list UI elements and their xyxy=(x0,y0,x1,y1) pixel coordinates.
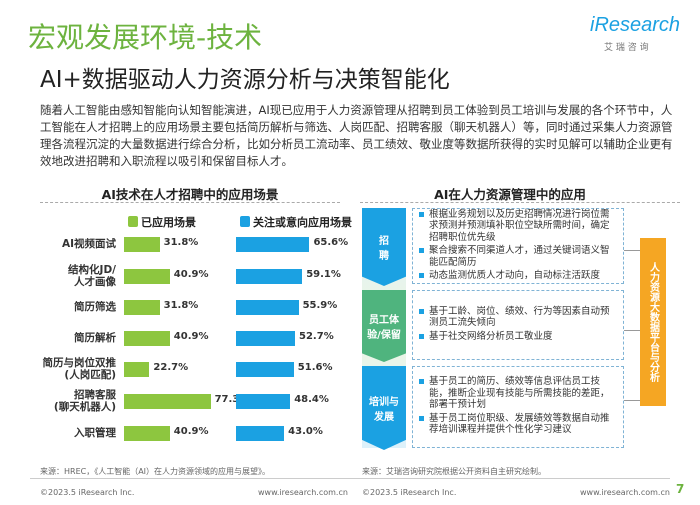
stage: 培训与 发展 xyxy=(362,366,406,450)
divider xyxy=(40,202,340,203)
value-label: 59.1% xyxy=(306,269,341,280)
value-label: 40.9% xyxy=(173,331,209,342)
connector xyxy=(624,330,640,331)
stage-item: 根据业务规划以及历史招聘情况进行岗位需求预测并预测填补职位空缺所需时间，确定招聘… xyxy=(419,209,617,244)
logo-sub: 艾 瑞 咨 询 xyxy=(604,43,649,53)
bar xyxy=(236,361,294,377)
url: www.iresearch.com.cn xyxy=(258,488,348,497)
value-label: 77.3% xyxy=(214,394,250,405)
platform-box: 人力资源大数据平台与分析 xyxy=(640,238,666,406)
stage: 员工体 验/保留 xyxy=(362,290,406,362)
bar xyxy=(236,236,310,252)
bar xyxy=(236,299,299,315)
value-label: 65.6% xyxy=(313,237,349,248)
stage-item: 聚合搜索不同渠道人才，通过关键词语义智能匹配简历 xyxy=(419,245,617,268)
bar xyxy=(124,425,170,441)
connector xyxy=(624,400,640,401)
value-label: 31.8% xyxy=(163,237,199,248)
copyright: ©2023.5 iResearch Inc. xyxy=(362,488,457,497)
source: 来源：HREC，《人工智能（AI）在人力资源领域的应用与展望》。 xyxy=(40,467,271,476)
chart-title: AI技术在人才招聘中的应用场景 xyxy=(101,187,279,202)
bar xyxy=(236,425,285,441)
bar xyxy=(124,268,170,284)
stage-item: 基于工龄、岗位、绩效、行为等因素自动预测员工流失倾向 xyxy=(419,306,617,329)
value-label: 22.7% xyxy=(153,362,189,373)
connector xyxy=(624,250,640,251)
footer-line xyxy=(30,478,670,479)
value-label: 51.6% xyxy=(297,362,333,373)
stage-box: 根据业务规划以及历史招聘情况进行岗位需求预测并预测填补职位空缺所需时间，确定招聘… xyxy=(412,208,624,284)
page-number: 7 xyxy=(676,482,685,496)
value-label: 40.9% xyxy=(173,426,209,437)
bar xyxy=(236,268,303,284)
value-label: 48.4% xyxy=(294,394,329,405)
bar xyxy=(124,299,160,315)
title: 宏观发展环境-技术 xyxy=(28,21,263,54)
source: 来源：艾瑞咨询研究院根据公开资料自主研究绘制。 xyxy=(362,467,546,476)
category-label: 简历筛选 xyxy=(74,301,116,313)
value-label: 43.0% xyxy=(288,426,323,437)
value-label: 40.9% xyxy=(173,269,209,280)
value-label: 31.8% xyxy=(163,300,199,311)
category-label: 结构化JD/ 人才画像 xyxy=(68,264,116,288)
category-label: 入职管理 xyxy=(74,427,116,439)
value-label: 52.7% xyxy=(299,331,334,342)
intro: 随着人工智能由感知智能向认知智能演进，AI现已应用于人力资源管理从招聘到员工体验… xyxy=(40,103,673,168)
divider xyxy=(360,202,680,203)
legend-swatch xyxy=(128,216,138,227)
copyright: ©2023.5 iResearch Inc. xyxy=(40,488,135,497)
legend-label: 关注或意向应用场景 xyxy=(253,216,352,229)
stage-box: 基于工龄、岗位、绩效、行为等因素自动预测员工流失倾向基于社交网络分析员工敬业度 xyxy=(412,290,624,360)
stage-item: 基于员工岗位职级、发展绩效等数据自动推荐培训课程并提供个性化学习建议 xyxy=(419,413,617,436)
legend-label: 已应用场景 xyxy=(141,216,196,229)
bar xyxy=(124,393,211,409)
category-label: 招聘客服 (聊天机器人) xyxy=(53,389,116,413)
stage-item: 基于员工的简历、绩效等信息评估员工技能，推断企业现有技能与所需技能的差距，部署干… xyxy=(419,376,617,411)
legend-swatch xyxy=(240,216,250,227)
stage-item: 动态监测优质人才动向，自动标注活跃度 xyxy=(419,270,617,282)
bar xyxy=(124,330,170,346)
diagram-title: AI在人力资源管理中的应用 xyxy=(434,187,586,202)
bar xyxy=(124,236,160,252)
bar xyxy=(124,361,150,377)
stage-item: 基于社交网络分析员工敬业度 xyxy=(419,331,617,343)
stage-box: 基于员工的简历、绩效等信息评估员工技能，推断企业现有技能与所需技能的差距，部署干… xyxy=(412,366,624,448)
category-label: 简历解析 xyxy=(74,332,116,344)
logo: iResearch xyxy=(590,14,681,36)
bar xyxy=(236,330,296,346)
value-label: 55.9% xyxy=(302,300,338,311)
subtitle: AI+数据驱动人力资源分析与决策智能化 xyxy=(40,67,450,93)
category-label: 简历与岗位双推 (人岗匹配) xyxy=(42,357,117,381)
stage: 招 聘 xyxy=(362,208,406,286)
bar xyxy=(236,393,291,409)
url: www.iresearch.com.cn xyxy=(580,488,670,497)
category-label: AI视频面试 xyxy=(61,238,116,250)
